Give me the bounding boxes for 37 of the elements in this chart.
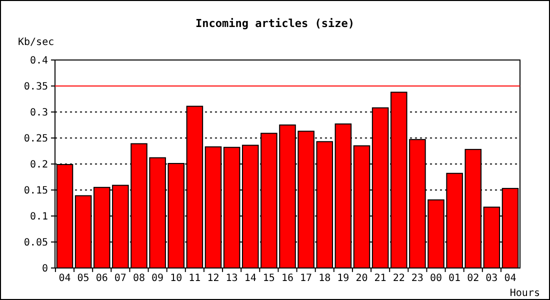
y-tick-label: 0.1 [30,212,48,222]
x-tick-label: 09 [152,273,164,284]
y-tick-label: 0.4 [30,56,48,66]
y-tick-label: 0.25 [24,134,48,144]
y-tick-label: 0.15 [24,186,48,196]
x-tick-label: 07 [114,273,126,284]
x-tick-label: 21 [374,273,386,284]
x-axis-title: Hours [510,288,540,299]
x-tick-label: 22 [392,273,405,284]
y-tick-label: 0.35 [24,82,48,92]
x-tick-label: 11 [188,273,201,284]
x-tick-label: 00 [430,273,442,284]
x-tick-label: 23 [411,273,424,284]
x-tick-label: 12 [207,273,220,284]
x-tick-label: 20 [356,273,368,284]
x-tick-label: 04 [58,273,71,284]
x-tick-label: 16 [281,273,294,284]
x-tick-label: 08 [132,273,146,284]
x-tick-label: 10 [170,273,182,284]
x-tick-label: 05 [77,273,90,284]
chart-title: Incoming articles (size) [196,17,354,30]
y-tick-label: 0 [42,264,48,274]
y-tick-label: 0.2 [30,160,48,170]
x-tick-label: 06 [96,273,108,284]
x-tick-label: 04 [504,273,516,284]
x-tick-label: 02 [467,273,480,284]
y-axis-title: Kb/sec [18,37,54,48]
y-tick-label: 0.05 [24,238,48,248]
x-tick-label: 18 [318,273,331,284]
x-tick-label: 03 [486,273,498,284]
x-tick-label: 17 [300,273,312,284]
x-tick-label: 14 [244,273,256,284]
x-tick-label: 01 [448,273,461,284]
x-tick-label: 13 [226,273,238,284]
x-tick-label: 19 [337,273,350,284]
x-tick-label: 15 [262,273,275,284]
y-tick-label: 0.3 [30,108,48,118]
